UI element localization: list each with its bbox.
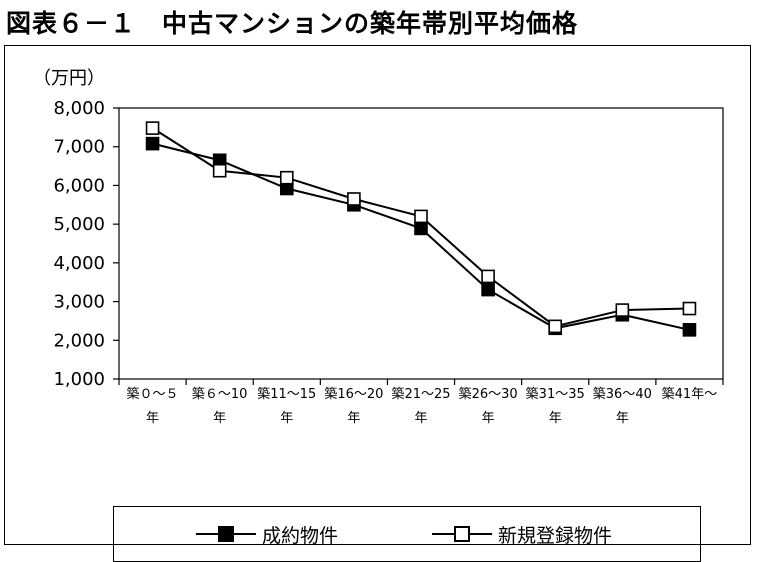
x-tick-label: 築11～15 bbox=[257, 387, 316, 402]
y-tick-label: 6,000 bbox=[53, 175, 105, 196]
line-chart: （万円） 1,000 2,000 3,000 4,000 5,000 6,000 7,000… bbox=[33, 68, 724, 426]
x-tick-label-suffix: 年 bbox=[280, 411, 293, 426]
legend-item-contracted: 成約物件 bbox=[196, 507, 338, 561]
new-listing-point bbox=[212, 163, 227, 178]
x-tick-label-suffix: 年 bbox=[549, 411, 562, 426]
y-tick-label: 2,000 bbox=[53, 330, 105, 351]
x-tick-label: 築36～40 bbox=[593, 387, 652, 402]
new-listing-point bbox=[548, 319, 563, 334]
x-tick-label-suffix: 年 bbox=[347, 411, 360, 426]
y-tick-label: 3,000 bbox=[53, 292, 105, 313]
y-tick-label: 4,000 bbox=[53, 253, 105, 274]
plot-area bbox=[118, 107, 724, 380]
x-tick-label-suffix: 年 bbox=[213, 411, 226, 426]
legend-filled-square-icon bbox=[196, 524, 256, 544]
contracted-point bbox=[682, 323, 697, 337]
new-listing-point bbox=[682, 301, 697, 316]
contracted-point bbox=[414, 221, 428, 236]
new-listing-point bbox=[279, 170, 294, 185]
new-listing-point bbox=[145, 121, 160, 135]
legend-label-new-listings: 新規登録物件 bbox=[498, 524, 613, 547]
contracted-point bbox=[145, 136, 160, 151]
legend-open-square-icon bbox=[432, 524, 492, 544]
new-listing-point bbox=[615, 303, 630, 317]
x-tick-label-suffix: 年 bbox=[146, 411, 159, 426]
figure-title: 図表６－１ 中古マンションの築年帯別平均価格 bbox=[6, 9, 579, 38]
x-tick-label: 築６～10 bbox=[192, 387, 248, 402]
y-tick-label: 5,000 bbox=[53, 214, 105, 235]
x-tick-label-suffix: 年 bbox=[414, 411, 427, 426]
x-tick-label: 築０～５ bbox=[127, 387, 179, 402]
contracted-point bbox=[481, 282, 495, 297]
x-tick-label: 築31～35 bbox=[526, 387, 585, 402]
legend-item-new-listings: 新規登録物件 bbox=[432, 507, 612, 561]
x-tick-label: 築21～25 bbox=[391, 387, 450, 402]
x-tick-label: 築41年～ bbox=[662, 387, 718, 402]
new-listing-point bbox=[347, 192, 361, 206]
y-tick-label: 1,000 bbox=[53, 369, 105, 390]
y-tick-label: 7,000 bbox=[53, 137, 105, 158]
x-tick-label: 築16～20 bbox=[324, 387, 383, 402]
y-tick-label: 8,000 bbox=[53, 98, 105, 119]
y-axis-unit-label: （万円） bbox=[33, 68, 105, 89]
x-tick-label-suffix: 年 bbox=[616, 411, 629, 426]
x-tick-label: 築26～30 bbox=[459, 387, 518, 402]
legend: 成約物件 新規登録物件 bbox=[113, 506, 701, 562]
legend-label-contracted: 成約物件 bbox=[262, 524, 339, 547]
x-tick-label-suffix: 年 bbox=[482, 411, 495, 426]
new-listing-point bbox=[481, 269, 495, 284]
new-listing-point bbox=[414, 209, 428, 224]
chart-frame: （万円） 1,000 2,000 3,000 4,000 5,000 6,000 7,000… bbox=[4, 45, 751, 562]
